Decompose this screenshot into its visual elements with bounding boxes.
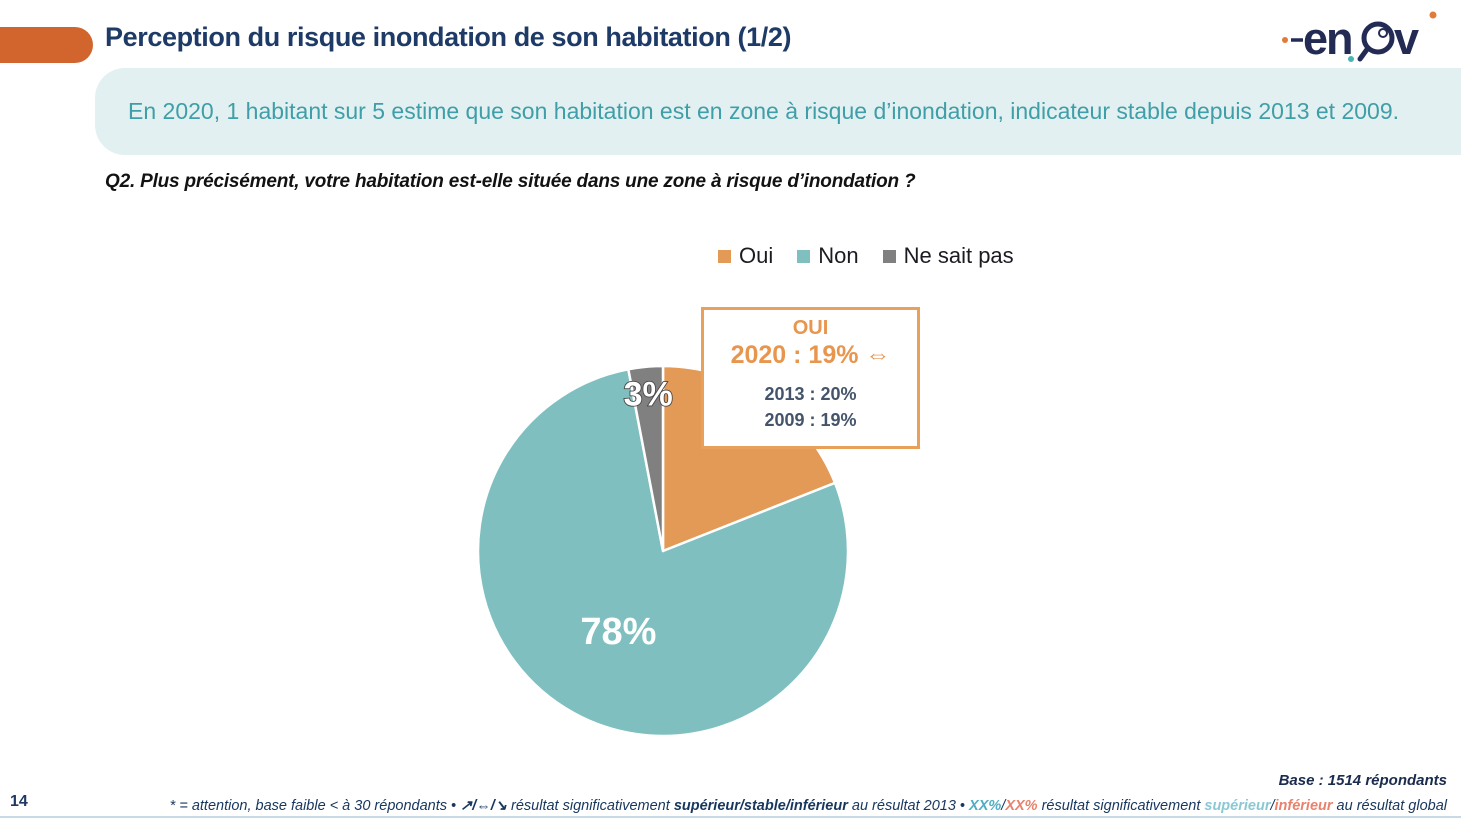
svg-text:en: en (1303, 13, 1352, 64)
footnote-segment: au résultat global (1332, 798, 1447, 814)
svg-text:v: v (1394, 13, 1419, 64)
oui-callout-box: OUI 2020 : 19% ⇔ 2013 : 20% 2009 : 19% (701, 307, 920, 449)
footnote-segment: XX% (969, 798, 1002, 814)
footnote-segment: XX% (1005, 798, 1038, 814)
legend-item-non: Non (797, 243, 859, 269)
accent-pill (0, 27, 93, 63)
page-title: Perception du risque inondation de son h… (105, 22, 792, 52)
footnote-segment: supérieur (1204, 798, 1271, 814)
footnote-segment: / (1270, 798, 1275, 814)
footnote-segment: résultat significativement (506, 798, 674, 814)
base-respondents: Base : 1514 répondants (1278, 772, 1447, 789)
question-text: Q2. Plus précisément, votre habitation e… (105, 171, 916, 192)
callout-title: OUI (792, 317, 829, 339)
footnote-segment: inférieur (1274, 798, 1333, 814)
enov-logo: en v (1282, 11, 1437, 64)
callout-2013-value: 2013 : 20% (764, 384, 857, 404)
pie-slice-non (476, 368, 850, 738)
footnote-segment: supérieur/stable/inférieur (673, 798, 848, 814)
legend-item-oui: Oui (718, 243, 773, 269)
footnote-segment: / (1001, 798, 1006, 814)
page-number: 14 (10, 793, 28, 810)
legend-label: Oui (739, 243, 774, 268)
legend-swatch (797, 249, 811, 263)
legend-swatch (718, 249, 731, 263)
footnote: * = attention, base faible < à 30 répond… (60, 798, 1447, 814)
callout-2009-value: 2009 : 19% (764, 410, 857, 430)
legend-swatch (882, 249, 896, 263)
legend-label: Ne sait pas (903, 243, 1014, 268)
bottom-divider (0, 816, 1461, 818)
pie-label-ne-sait-pas: 3% (624, 375, 673, 413)
footnote-segment: ↗/⇔/↘ (460, 798, 507, 814)
key-insight-banner: En 2020, 1 habitant sur 5 estime que son… (95, 68, 1461, 155)
footnote-segment: résultat significativement (1037, 798, 1205, 814)
pie-slice-ne-sait-pas (627, 364, 665, 553)
legend-label: Non (818, 243, 859, 268)
key-insight-text: En 2020, 1 habitant sur 5 estime que son… (128, 98, 1400, 124)
callout-2020-value: 2020 : 19% ⇔ (730, 341, 891, 369)
footnote-segment: au résultat 2013 • (847, 798, 970, 814)
pie-label-non: 78% (580, 611, 656, 653)
legend-item-ne-sait-pas: Ne sait pas (882, 243, 1014, 269)
chart-legend: Oui Non Ne sait pas (718, 243, 1014, 269)
footnote-segment: * = attention, base faible < à 30 répond… (169, 798, 461, 814)
